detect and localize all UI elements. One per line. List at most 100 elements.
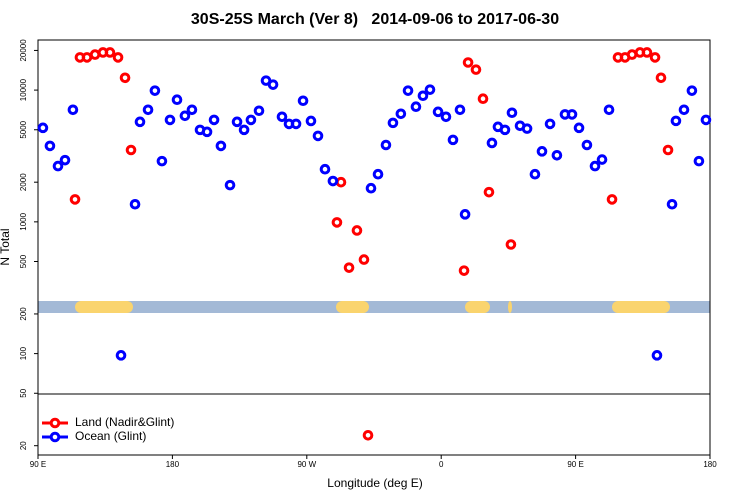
point [365,182,377,194]
y-tick-label: 50 [19,388,28,397]
point [238,124,250,136]
point [104,47,116,58]
point [164,114,176,126]
point [343,262,355,273]
point [245,114,257,126]
point [662,144,674,156]
legend-marker [49,431,61,443]
point [483,186,495,198]
point [459,209,471,220]
point [362,429,374,441]
point [380,139,392,151]
point [305,115,317,127]
point [666,198,678,210]
y-tick-label: 2000 [19,173,28,191]
plot-frame [37,39,711,456]
point [297,95,309,107]
point [372,168,384,180]
point [387,117,399,129]
point [327,175,339,187]
point [693,155,705,167]
y-tick-label: 500 [19,254,28,268]
point [215,140,227,152]
x-tick-label: 90 W [297,460,316,469]
y-axis-label: N Total [0,228,12,265]
point [589,160,601,172]
y-tick-label: 20000 [19,39,28,62]
point [142,104,154,116]
point [358,254,370,265]
y-tick-label: 10000 [19,78,28,101]
land-segment [465,301,490,313]
y-tick-label: 100 [19,346,28,360]
point [700,114,712,126]
point [402,85,414,96]
surface-band [38,301,710,313]
x-tick-label: 180 [166,460,180,469]
legend-label: Ocean (Glint) [75,429,146,443]
point [505,239,517,250]
y-tick-label: 5000 [19,120,28,138]
x-tick-label: 90 E [567,460,583,469]
point [224,179,236,191]
point [410,101,422,113]
point [156,155,168,167]
point [651,350,663,361]
point [499,124,511,136]
point [290,118,302,130]
point [119,72,131,84]
point [506,107,518,119]
point [319,163,331,175]
point [470,64,482,75]
y-tick-label: 1000 [19,212,28,230]
chart-title: 30S-25S March (Ver 8) 2014-09-06 to 2017… [191,11,559,28]
y-tick-label: 20 [19,441,28,450]
land-segment [612,301,670,313]
point [134,116,146,128]
point [253,105,265,117]
point [417,90,429,102]
point [115,350,127,361]
x-tick-label: 90 E [30,460,46,469]
point [186,104,198,116]
point [44,140,56,152]
x-tick-label: 0 [439,460,444,469]
point [69,194,81,205]
land-segment [336,301,369,313]
point [454,104,466,116]
point [125,144,137,156]
point [208,114,220,126]
point [59,154,71,166]
point [432,106,444,118]
point [331,217,343,228]
point [179,110,191,122]
legend-marker [49,417,61,429]
point [529,168,541,180]
point [171,94,183,106]
point [149,85,161,96]
point [641,47,653,58]
x-axis-label: Longitude (deg E) [327,476,422,490]
point [312,130,324,142]
point [678,104,690,116]
point [551,149,563,161]
point [335,176,347,188]
point [686,85,698,96]
point [458,265,470,276]
point [670,115,682,127]
point [447,134,459,146]
point [440,111,452,123]
point [231,116,243,128]
point [573,122,585,134]
point [655,72,667,84]
point [477,93,489,105]
land-segment [508,301,512,313]
point [603,104,615,116]
point [486,137,498,149]
point [462,57,474,68]
point [606,194,618,205]
point [395,108,407,120]
point [267,79,279,90]
point [424,84,436,95]
